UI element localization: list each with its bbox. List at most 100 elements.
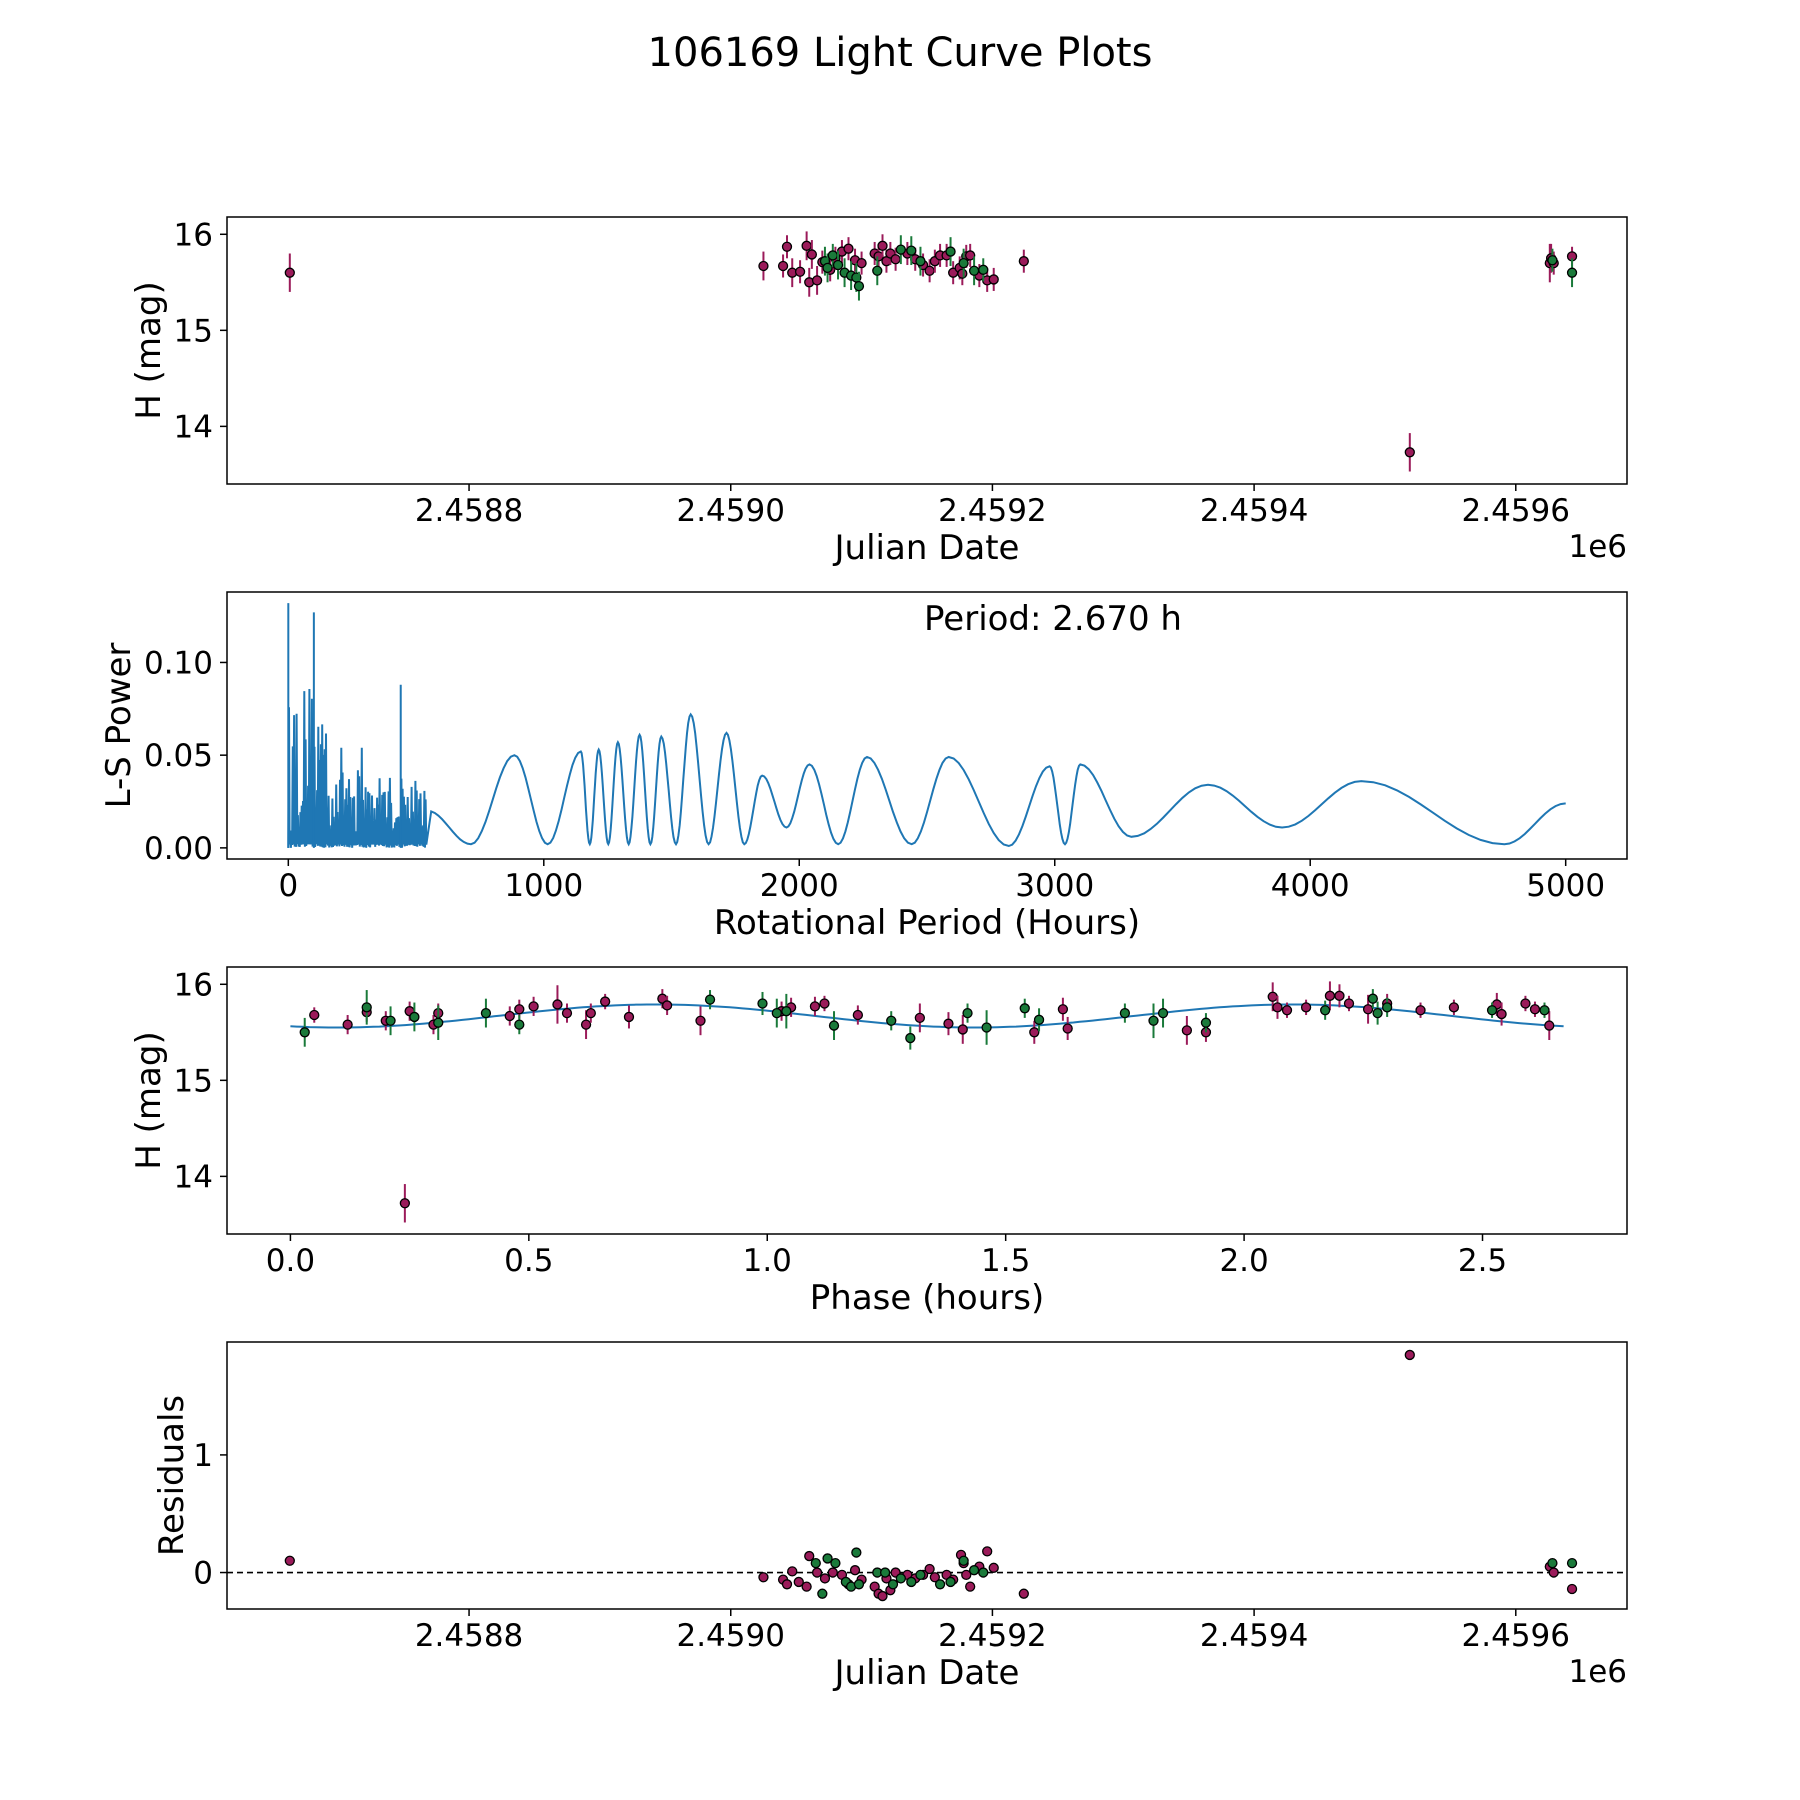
- data-point: [879, 1567, 891, 1578]
- data-point: [853, 1579, 865, 1590]
- data-point: [828, 1020, 840, 1031]
- data-point: [1544, 1020, 1555, 1031]
- data-point: [1062, 1023, 1073, 1034]
- data-point: [965, 250, 976, 261]
- data-point: [1272, 1002, 1283, 1013]
- y-tick-label: 15: [174, 313, 213, 349]
- periodogram-line: [287, 688, 1566, 848]
- x-tick-label: 1000: [504, 868, 583, 904]
- x-tick-label: 4000: [1271, 868, 1350, 904]
- data-point: [1019, 1003, 1030, 1014]
- data-point: [342, 1019, 353, 1030]
- data-point: [1148, 1015, 1159, 1026]
- panel-phased-light-curve: 0.0 0.5 1.0 1.5 2.0 2.5 14 15 16 Phase (hours) H…: [129, 966, 1628, 1318]
- x-tick-label: 0.0: [266, 1243, 315, 1279]
- x-tick-label: 2.4592: [938, 1618, 1046, 1654]
- x-tick-label: 2.4590: [676, 493, 784, 529]
- data-point: [978, 1567, 989, 1578]
- data-point: [849, 1565, 861, 1576]
- x-tick-label: 2.4596: [1462, 1618, 1570, 1654]
- data-point: [409, 1011, 420, 1023]
- y-axis-label: H (mag): [129, 281, 169, 419]
- data-point: [982, 1546, 993, 1557]
- data-point: [1367, 993, 1378, 1004]
- x-tick-label: 2.4596: [1462, 493, 1570, 529]
- x-tick-label: 2.4592: [938, 493, 1046, 529]
- data-point: [819, 998, 830, 1009]
- data-point: [1539, 1005, 1550, 1016]
- y-axis-label: L-S Power: [99, 643, 139, 809]
- data-point: [819, 1573, 831, 1584]
- x-offset-label: 1e6: [1568, 1654, 1627, 1690]
- x-tick-label: 2.5: [1458, 1243, 1507, 1279]
- data-point: [1448, 1002, 1460, 1013]
- data-point: [978, 264, 989, 275]
- x-tick-label: 2.4588: [415, 1618, 523, 1654]
- data-point: [1181, 1025, 1193, 1036]
- data-point: [968, 265, 980, 276]
- data-point: [817, 1588, 828, 1599]
- data-point: [856, 257, 867, 269]
- data-point: [851, 1547, 862, 1558]
- x-axis-label: Julian Date: [833, 1653, 1020, 1693]
- data-point: [822, 262, 833, 274]
- y-tick-label: 14: [174, 1159, 213, 1195]
- data-point: [1200, 1017, 1212, 1028]
- panel-residuals: 2.4588 2.4590 2.4592 2.4594 2.4596 0 1 Julian …: [152, 1341, 1628, 1693]
- data-point: [1334, 990, 1345, 1001]
- data-point: [433, 1017, 444, 1028]
- data-point: [1404, 1349, 1415, 1361]
- data-point: [1033, 1014, 1045, 1025]
- axes-frame: [226, 1341, 1628, 1610]
- data-point: [1057, 1004, 1069, 1015]
- data-point: [757, 998, 768, 1009]
- data-point: [528, 1001, 539, 1012]
- axes-frame: [226, 966, 1628, 1235]
- data-point: [1362, 1004, 1374, 1015]
- data-point: [794, 266, 806, 277]
- y-axis-label: H (mag): [129, 1031, 169, 1169]
- data-point: [1018, 1588, 1029, 1599]
- data-point: [661, 1000, 673, 1011]
- data-point: [480, 1007, 492, 1019]
- data-point: [1529, 1004, 1541, 1015]
- data-point: [877, 1590, 888, 1602]
- data-point: [1018, 256, 1029, 267]
- data-point: [1381, 1002, 1393, 1013]
- data-point: [623, 1011, 635, 1023]
- data-point: [787, 1566, 798, 1577]
- x-tick-label: 2.0: [1219, 1243, 1268, 1279]
- data-point: [585, 1007, 596, 1019]
- data-point: [965, 1581, 976, 1592]
- data-point: [704, 994, 716, 1005]
- data-point: [853, 281, 865, 292]
- data-point: [934, 1579, 946, 1590]
- data-point: [906, 245, 917, 256]
- data-point: [945, 246, 956, 257]
- data-point: [830, 1557, 841, 1569]
- data-point: [552, 999, 563, 1010]
- data-point: [962, 1007, 973, 1019]
- data-point: [299, 1027, 310, 1038]
- data-point: [781, 241, 793, 252]
- x-tick-label: 2000: [760, 868, 839, 904]
- data-point: [958, 1555, 969, 1566]
- data-point: [806, 249, 818, 260]
- data-point: [1281, 1005, 1293, 1016]
- data-point: [957, 1024, 968, 1035]
- data-point: [599, 996, 611, 1007]
- y-tick-label: 0.00: [144, 831, 213, 867]
- data-point: [514, 1004, 525, 1015]
- data-point: [915, 256, 926, 267]
- data-point: [1300, 1002, 1312, 1013]
- period-annotation: Period: 2.670 h: [924, 599, 1182, 639]
- data-point: [284, 267, 295, 278]
- panel-periodogram: 0 1000 2000 3000 4000 5000 0.00 0.05 0.10 Rotati…: [99, 591, 1628, 943]
- x-tick-label: 2.4590: [676, 1618, 784, 1654]
- y-tick-label: 0.05: [144, 738, 213, 774]
- data-point: [957, 268, 968, 279]
- data-point: [929, 1572, 941, 1583]
- data-point: [981, 1022, 992, 1033]
- x-axis-label: Julian Date: [833, 528, 1020, 568]
